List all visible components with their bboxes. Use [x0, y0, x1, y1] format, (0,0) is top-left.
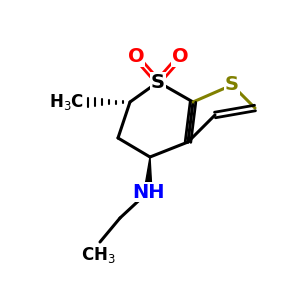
Text: O: O [172, 47, 188, 67]
Text: H$_3$C: H$_3$C [49, 92, 84, 112]
Text: S: S [225, 76, 239, 94]
Text: CH$_3$: CH$_3$ [81, 245, 116, 265]
Text: NH: NH [132, 182, 164, 202]
Polygon shape [144, 157, 152, 192]
Text: S: S [151, 73, 165, 92]
Text: O: O [128, 47, 144, 67]
